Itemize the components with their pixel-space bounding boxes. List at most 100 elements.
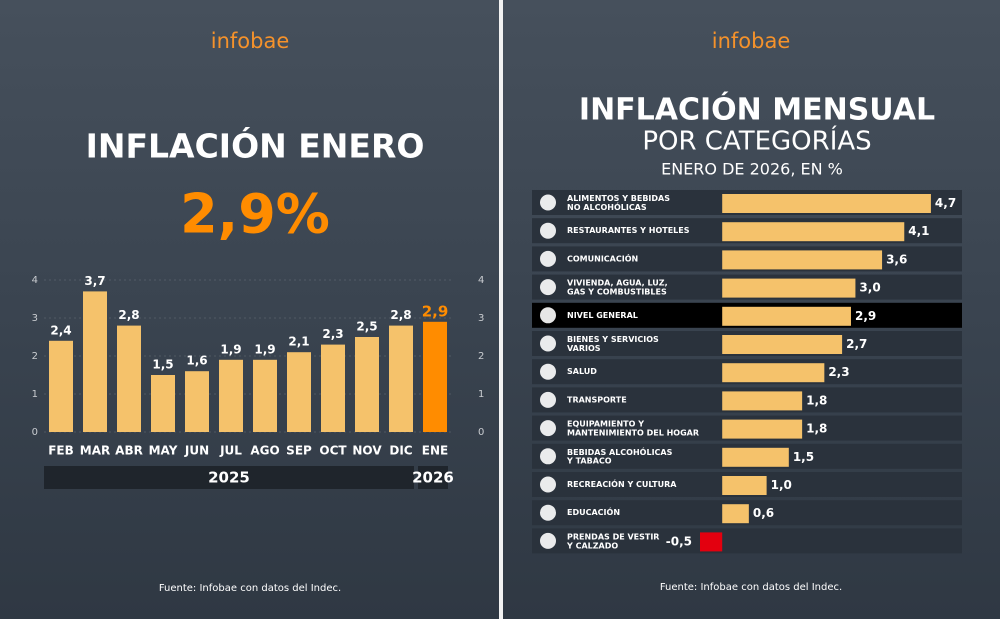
year-label: 2026 bbox=[412, 469, 454, 487]
category-label: ALIMENTOS Y BEBIDAS NO ALCOHÓLICAS bbox=[567, 194, 670, 212]
bar bbox=[389, 325, 413, 432]
category-label: RECREACIÓN Y CULTURA bbox=[567, 478, 677, 489]
value-label: 1,9 bbox=[220, 342, 241, 356]
bar bbox=[355, 337, 379, 432]
divider bbox=[499, 0, 503, 619]
value-label: 2,9 bbox=[422, 302, 449, 320]
bar bbox=[722, 476, 767, 495]
value-label: 3,7 bbox=[84, 274, 105, 288]
x-tick-label: NOV bbox=[352, 444, 382, 458]
category-label: NIVEL GENERAL bbox=[567, 311, 638, 320]
value-label: 2,3 bbox=[322, 327, 343, 341]
logo: infobae bbox=[211, 29, 290, 53]
category-icon bbox=[540, 335, 556, 352]
category-label: BIENES Y SERVICIOS VARIOS bbox=[567, 335, 659, 353]
category-label: TRANSPORTE bbox=[567, 395, 627, 404]
value-label: 1,8 bbox=[806, 422, 827, 436]
year-band bbox=[44, 466, 414, 489]
bar bbox=[722, 194, 931, 213]
value-label: 2,3 bbox=[828, 365, 849, 379]
value-label: 2,1 bbox=[288, 335, 309, 349]
category-label: COMUNICACIÓN bbox=[567, 252, 638, 263]
value-label: 1,5 bbox=[793, 450, 814, 464]
category-label: VIVIENDA, AGUA, LUZ, GAS Y COMBUSTIBLES bbox=[567, 278, 668, 296]
source: Fuente: Infobae con datos del Indec. bbox=[660, 582, 842, 593]
x-tick-label: MAY bbox=[149, 444, 178, 458]
value-label: 1,6 bbox=[186, 354, 207, 368]
category-label: EDUCACIÓN bbox=[567, 506, 620, 517]
bar bbox=[700, 532, 723, 552]
category-label: PRENDAS DE VESTIR Y CALZADO bbox=[566, 532, 659, 550]
bar bbox=[722, 250, 883, 270]
y-tick-label: 1 bbox=[32, 389, 38, 400]
y-tick-label: 2 bbox=[32, 351, 38, 362]
chart-subtitle: POR CATEGORÍAS bbox=[642, 125, 871, 157]
x-tick-label: OCT bbox=[319, 444, 347, 458]
bar bbox=[49, 340, 73, 432]
category-icon bbox=[540, 250, 556, 267]
value-label: 1,5 bbox=[152, 358, 173, 372]
category-icon bbox=[540, 504, 556, 521]
value-label: 2,4 bbox=[50, 323, 71, 337]
x-tick-label: JUL bbox=[219, 444, 242, 458]
bar bbox=[253, 359, 277, 432]
bar bbox=[287, 352, 311, 432]
y-tick-label: 4 bbox=[32, 275, 38, 286]
bar bbox=[722, 447, 789, 467]
category-icon bbox=[540, 420, 556, 437]
category-icon bbox=[540, 532, 556, 549]
value-label: 2,7 bbox=[846, 337, 867, 351]
chart-note: ENERO DE 2026, EN % bbox=[661, 160, 843, 179]
bar bbox=[185, 371, 209, 432]
x-tick-label: DIC bbox=[389, 444, 412, 458]
year-band bbox=[418, 466, 448, 489]
value-label: 2,5 bbox=[356, 320, 377, 334]
bar bbox=[423, 321, 447, 432]
bar bbox=[83, 291, 107, 432]
category-icon bbox=[540, 391, 556, 408]
value-label: 0,6 bbox=[753, 506, 774, 520]
x-tick-label: FEB bbox=[48, 444, 74, 458]
y-tick-label-right: 3 bbox=[478, 313, 484, 324]
value-label: 2,8 bbox=[390, 308, 411, 322]
category-icon bbox=[540, 448, 556, 465]
chart-title: INFLACIÓN MENSUAL bbox=[579, 91, 935, 128]
x-tick-label: SEP bbox=[286, 444, 312, 458]
value-label: 3,0 bbox=[859, 281, 880, 295]
category-icon bbox=[540, 194, 556, 211]
source: Fuente: Infobae con datos del Indec. bbox=[159, 583, 341, 594]
bar bbox=[722, 306, 851, 326]
category-label: BEBIDAS ALCOHÓLICAS Y TABACO bbox=[566, 445, 673, 465]
x-tick-label: AGO bbox=[250, 444, 279, 458]
value-label: 1,9 bbox=[254, 342, 275, 356]
y-tick-label: 3 bbox=[32, 313, 38, 324]
category-label: EQUIPAMIENTO Y MANTENIMIENTO DEL HOGAR bbox=[567, 419, 699, 437]
category-icon bbox=[540, 476, 556, 493]
y-tick-label: 0 bbox=[32, 427, 38, 438]
bar bbox=[321, 344, 345, 432]
row-bg bbox=[532, 528, 962, 554]
value-label: 3,6 bbox=[886, 252, 907, 266]
y-tick-label-right: 2 bbox=[478, 351, 484, 362]
value-label: 2,9 bbox=[855, 309, 876, 323]
chart-title: INFLACIÓN ENERO bbox=[86, 126, 425, 166]
bar bbox=[722, 504, 749, 524]
value-label: 1,8 bbox=[806, 393, 827, 407]
bar bbox=[722, 278, 856, 298]
category-label: SALUD bbox=[567, 367, 597, 376]
year-label: 2025 bbox=[208, 469, 250, 487]
value-label: 4,1 bbox=[908, 224, 929, 238]
category-icon bbox=[540, 279, 556, 296]
bar bbox=[722, 391, 803, 411]
x-tick-label: ABR bbox=[115, 444, 143, 458]
category-label: RESTAURANTES Y HOTELES bbox=[567, 226, 690, 235]
x-tick-label: JUN bbox=[184, 444, 209, 458]
y-tick-label-right: 1 bbox=[478, 389, 484, 400]
bar bbox=[219, 359, 243, 432]
category-icon bbox=[540, 307, 556, 324]
x-tick-label: ENE bbox=[422, 444, 448, 458]
headline: 2,9% bbox=[180, 183, 330, 246]
bar bbox=[117, 325, 141, 432]
category-icon bbox=[540, 363, 556, 380]
